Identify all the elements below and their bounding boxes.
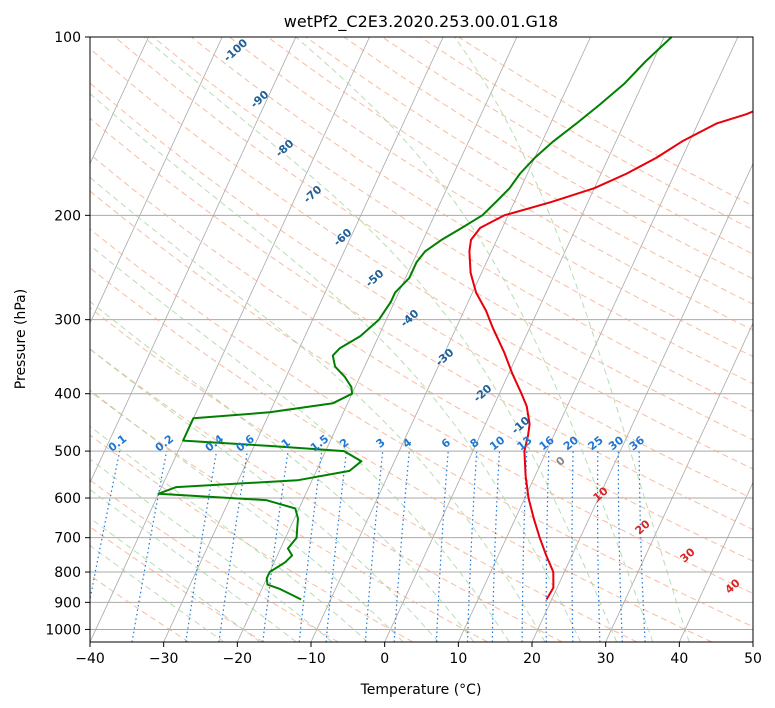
mixing-ratio-line	[364, 451, 384, 642]
moist-adiabat-line	[90, 176, 546, 642]
isotherm-line	[90, 37, 297, 484]
dry-adiabat-line	[90, 153, 753, 562]
mixing-ratio-line	[571, 451, 574, 642]
dry-adiabat-line	[90, 348, 563, 642]
moist-adiabat-line	[295, 37, 654, 642]
isotherm-line	[90, 37, 223, 325]
mixing-ratio-line	[597, 451, 601, 642]
x-tick-label: −20	[223, 651, 253, 667]
mixing-ratio-line	[185, 450, 218, 642]
moist-adiabat-line	[90, 93, 582, 642]
mixing-ratio-line	[435, 451, 449, 642]
x-tick-label: 20	[523, 651, 541, 667]
mixing-ratio-line	[325, 451, 348, 642]
isotherm-line	[384, 37, 665, 642]
y-tick-label: 900	[54, 595, 81, 611]
y-tick-label: 800	[54, 565, 81, 581]
mixing-ratio-line	[545, 451, 550, 642]
y-tick-label: 700	[54, 531, 81, 547]
moist-adiabat-line	[143, 37, 618, 642]
moist-adiabat-line	[90, 544, 225, 642]
y-tick-label: 500	[54, 444, 81, 460]
y-tick-label: 100	[54, 30, 81, 46]
isotherm-line	[90, 37, 370, 642]
dry-adiabat-line	[152, 37, 753, 412]
y-tick-label: 400	[54, 387, 81, 403]
x-tick-label: 10	[449, 651, 467, 667]
mixing-ratio-line	[491, 451, 501, 642]
mixing-ratio-line	[262, 451, 289, 642]
x-tick-label: 30	[597, 651, 615, 667]
dry-adiabat-line	[90, 479, 339, 642]
mixing-ratio-line	[218, 451, 248, 642]
y-tick-label: 600	[54, 491, 81, 507]
x-axis-label: Temperature (°C)	[360, 682, 482, 698]
y-tick-label: 300	[54, 313, 81, 329]
y-tick-label: 1000	[45, 622, 81, 638]
isotherm-line	[605, 322, 753, 642]
dry-adiabat-line	[90, 267, 712, 642]
mixing-ratio-line	[298, 451, 323, 642]
dry-adiabat-line	[90, 82, 753, 500]
dry-adiabat-line	[190, 37, 753, 385]
isotherm-line	[163, 37, 444, 642]
x-tick-label: 40	[670, 651, 688, 667]
mixing-ratio-line	[393, 451, 410, 642]
dry-adiabat-line	[229, 37, 753, 358]
moist-adiabat-line	[90, 244, 510, 642]
dry-adiabat-line	[305, 37, 753, 305]
mixing-ratio-line	[521, 451, 528, 642]
isotherm-line	[457, 37, 739, 642]
isotherm-line	[678, 481, 753, 642]
moist-adiabat-line	[454, 37, 690, 642]
dry-adiabat-line	[90, 307, 638, 642]
moist-adiabat-line	[90, 300, 475, 642]
chart-title: wetPf2_C2E3.2020.253.00.01.G18	[284, 12, 558, 32]
mixing-ratio-line	[466, 451, 478, 642]
y-axis-label: Pressure (hPa)	[13, 289, 29, 389]
moist-adiabat-line	[90, 425, 369, 642]
isotherm-line	[236, 37, 518, 642]
mixing-ratio-line	[638, 451, 646, 642]
isotherm-line	[90, 37, 149, 165]
dry-adiabat-line	[90, 434, 414, 642]
dry-adiabat-line	[90, 390, 488, 642]
x-tick-label: −10	[296, 651, 326, 667]
x-tick-label: −40	[75, 651, 105, 667]
x-tick-label: −30	[149, 651, 179, 667]
dewpoint-line	[157, 37, 673, 601]
axis-ticks: −40 −30 −20 −10 0 10 20 30 40 50 100 200 300 400 500 60…	[45, 30, 762, 667]
moist-adiabat-line	[90, 517, 261, 642]
y-tick-label: 200	[54, 208, 81, 224]
plot-frame	[89, 36, 754, 643]
mixing-ratio-line	[617, 451, 623, 642]
x-tick-label: 0	[380, 651, 389, 667]
dry-adiabat-line	[90, 117, 753, 531]
temperature-line	[468, 110, 753, 601]
moist-adiabat-line	[90, 389, 404, 642]
x-tick-label: 50	[744, 651, 762, 667]
